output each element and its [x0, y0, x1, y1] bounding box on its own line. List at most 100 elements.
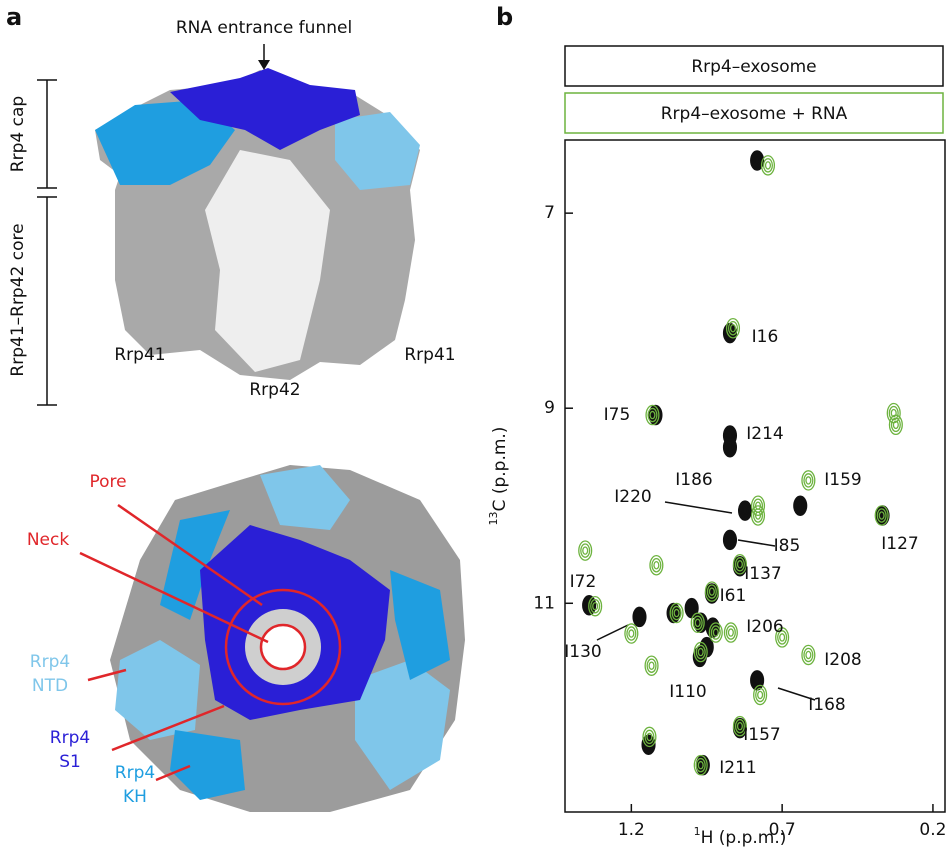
contour: [752, 153, 763, 168]
contour: [725, 317, 741, 339]
contour: [727, 628, 734, 637]
contour: [888, 405, 899, 421]
peak: [750, 505, 766, 526]
contour: [686, 600, 697, 616]
contour: [734, 718, 745, 734]
contour: [653, 560, 660, 570]
contour: [779, 633, 786, 642]
contour: [706, 584, 717, 599]
peak: [645, 404, 660, 426]
contour: [801, 470, 816, 491]
contour: [697, 647, 704, 657]
peak: [750, 495, 766, 516]
contour: [647, 407, 658, 423]
y-tick-label: 9: [544, 398, 555, 418]
peak: [886, 402, 901, 424]
legend-entry: Rrp4–exosome + RNA: [661, 104, 848, 124]
contour: [693, 641, 708, 663]
peak: [578, 540, 593, 561]
peak-label: I16: [752, 327, 779, 347]
peak-label: I72: [570, 572, 597, 592]
peak-label: I110: [669, 682, 706, 702]
contour: [634, 609, 645, 625]
label: KH: [123, 787, 147, 807]
peak-label: I168: [808, 695, 845, 715]
peak-label: I159: [824, 470, 861, 490]
contour: [695, 644, 706, 660]
peak: [723, 622, 738, 643]
contour: [646, 658, 657, 673]
legend-box: [564, 45, 944, 87]
contour: [754, 676, 761, 685]
contour: [584, 597, 595, 613]
peak-label: I206: [746, 617, 783, 637]
contour: [697, 760, 704, 770]
annotation-lines: [37, 44, 342, 782]
contour: [775, 627, 790, 648]
peak: [732, 554, 747, 575]
contour: [624, 623, 639, 644]
peak: [624, 623, 639, 644]
contour: [750, 495, 766, 516]
peak: [684, 597, 699, 619]
contour: [636, 612, 643, 622]
peak: [644, 655, 659, 676]
peak-label: I137: [744, 564, 781, 584]
contour: [777, 630, 788, 645]
contour: [795, 498, 806, 513]
contour: [646, 732, 653, 742]
contour: [708, 622, 723, 643]
y-tick-label: 7: [544, 203, 555, 223]
contour: [724, 439, 736, 455]
contour: [734, 557, 745, 572]
label: Rrp4: [30, 652, 70, 672]
peak-label: I127: [881, 534, 918, 554]
legend-box: [564, 92, 944, 134]
contour: [750, 505, 766, 526]
peak: [750, 150, 765, 171]
label: S1: [59, 752, 81, 772]
label: Rrp4: [115, 763, 155, 783]
contour: [741, 506, 749, 515]
peak-label: I85: [774, 536, 801, 556]
label: Rrp41: [114, 345, 165, 365]
contour: [755, 687, 766, 703]
contour: [649, 410, 656, 420]
legend-entry: Rrp4–exosome: [691, 57, 816, 77]
label: Neck: [27, 530, 70, 550]
peak: [632, 606, 647, 628]
contour: [762, 158, 774, 173]
label: Pore: [89, 472, 126, 492]
contour: [650, 407, 661, 423]
contour: [753, 684, 768, 706]
x-tick-label: 0.2: [919, 820, 946, 840]
contour: [797, 501, 804, 510]
contour: [754, 511, 762, 520]
contour: [736, 721, 743, 731]
contour: [801, 644, 816, 666]
peak-label: I130: [564, 642, 601, 662]
contour: [712, 628, 719, 637]
label: Rrp41–Rrp42 core: [8, 223, 28, 376]
peak: [737, 500, 753, 521]
contour: [626, 626, 637, 641]
contour: [578, 540, 593, 561]
contour: [669, 602, 684, 624]
contour: [590, 598, 601, 614]
contour: [878, 511, 885, 520]
peak: [690, 612, 705, 634]
contour: [673, 608, 680, 618]
contour: [644, 655, 659, 676]
x-axis-label: 1H (p.p.m.): [694, 825, 787, 848]
contour: [803, 473, 814, 488]
peak: [704, 581, 719, 602]
peak: [732, 715, 747, 737]
contour: [708, 587, 715, 596]
peak: [649, 554, 664, 576]
peak-label: I220: [614, 487, 651, 507]
contour: [724, 325, 736, 341]
contour: [723, 622, 738, 643]
label: Rrp41: [404, 345, 455, 365]
peak-label: I186: [675, 470, 712, 490]
